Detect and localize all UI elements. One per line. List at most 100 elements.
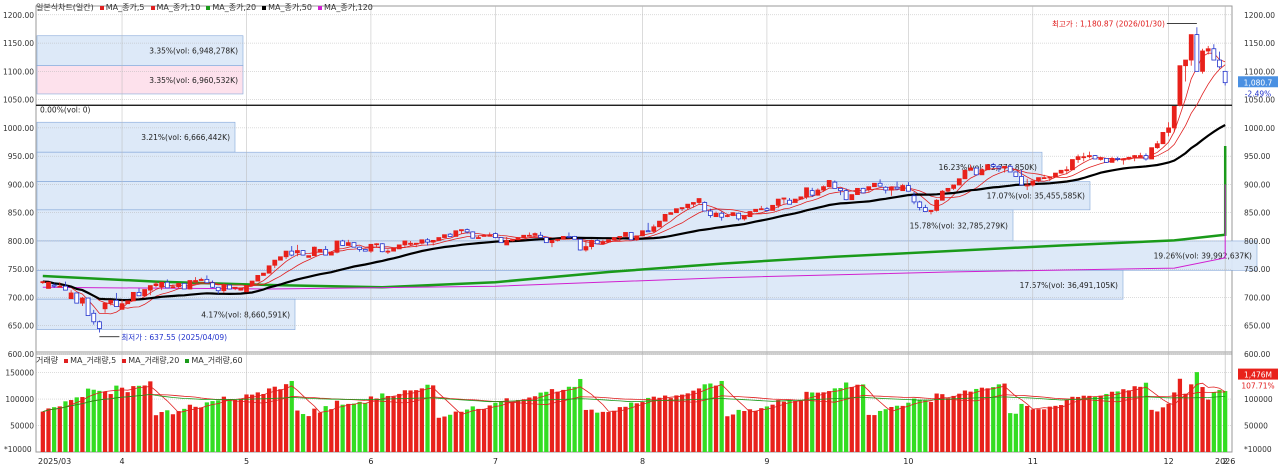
candle-body [419, 239, 425, 244]
price-tick-label-right: 700.00 [1244, 293, 1270, 302]
volume-bar [470, 406, 475, 452]
volume-bar [498, 401, 504, 452]
candle-body [973, 167, 979, 176]
volume-bar [464, 409, 470, 452]
candle-body [651, 226, 657, 232]
volume-bar [46, 408, 51, 452]
volume-bar [515, 400, 521, 452]
volume-bar [544, 391, 549, 452]
volume-bar [119, 387, 125, 452]
volume-bar [385, 395, 391, 452]
candle-body [396, 244, 402, 250]
candle-body [640, 230, 645, 237]
candle-body [113, 299, 119, 307]
volume-bar [255, 392, 260, 452]
volume-bar [63, 401, 68, 452]
volume-bar [136, 385, 142, 452]
candle-body [1188, 34, 1194, 61]
volume-bar [1194, 372, 1200, 452]
candle-body [136, 291, 142, 297]
candle-body [317, 249, 323, 253]
volume-bar [1058, 405, 1064, 452]
volume-bar [193, 406, 198, 452]
candle-body [1087, 155, 1092, 158]
volume-bar [1109, 391, 1115, 452]
candle-body [838, 187, 843, 192]
volume-bar [600, 411, 606, 452]
volume-bar [991, 387, 996, 452]
volume-bar [617, 407, 622, 452]
volume-bar [736, 409, 741, 452]
candle-body [1019, 176, 1024, 186]
volume-bar [102, 391, 108, 452]
high-annotation: 최고가 : 1,180.87 (2026/01/30) [1052, 19, 1165, 29]
candle-body [634, 235, 640, 241]
candle-body [46, 281, 51, 289]
volume-bar [934, 393, 939, 452]
candle-body [1047, 176, 1053, 179]
candle-body [719, 212, 725, 218]
volume-bar [657, 397, 662, 452]
candle-body [1070, 159, 1075, 171]
volume-bar [1155, 411, 1160, 452]
volume-bar [227, 399, 232, 452]
candle-body [849, 194, 855, 201]
candle-body [747, 211, 753, 218]
volume-tick-label-right: 50000 [1244, 422, 1268, 431]
candle-body [809, 190, 815, 196]
volume-bar [210, 401, 215, 452]
volume-bar [832, 388, 837, 452]
candle-body [340, 240, 346, 246]
volume-bar [481, 409, 487, 452]
candle-body [300, 250, 306, 256]
candle-body [1081, 156, 1087, 159]
volume-bar [589, 409, 594, 452]
candle-body [1183, 59, 1188, 67]
ma-line-ma20_smooth [42, 146, 1227, 289]
volume-bar [759, 408, 764, 452]
volume-bar [923, 400, 928, 452]
volume-bar [442, 416, 447, 452]
candle-body [668, 212, 674, 215]
volume-tick-label: 100000 [5, 395, 34, 404]
candle-body [917, 201, 923, 208]
volume-bar [900, 405, 905, 452]
volume-bar [815, 392, 820, 452]
candle-body [108, 299, 114, 304]
volume-bar [312, 408, 317, 452]
legend-swatch [185, 358, 190, 363]
candle-body [1211, 48, 1217, 61]
candle-body [1053, 172, 1058, 178]
legend-ma20: MA_종가,20 [212, 3, 257, 12]
volume-bar [844, 382, 849, 452]
volume-bar [91, 389, 96, 452]
volume-bar [781, 401, 787, 452]
volume-bar [182, 408, 187, 452]
volume-bar [911, 398, 917, 452]
volume-profile-bar [36, 121, 236, 153]
volume-bar [753, 410, 758, 452]
volume-bar [351, 403, 357, 452]
volume-bar [165, 410, 170, 452]
candle-body [549, 239, 555, 244]
volume-bar [566, 386, 572, 452]
candle-body [215, 286, 221, 292]
candle-body [543, 237, 549, 244]
x-tick-label: 7 [493, 457, 498, 466]
volume-bar [323, 406, 328, 452]
candle-body [956, 178, 962, 186]
price-tick-label-right: 1000.00 [1244, 124, 1275, 133]
legend-swatch [99, 5, 104, 10]
candle-body [80, 297, 85, 304]
volume-bar [108, 394, 113, 452]
volume-bar [940, 394, 945, 452]
volume-bar [549, 389, 555, 452]
volume-bar [402, 390, 408, 452]
candle-body [68, 292, 74, 300]
volume-bar [640, 402, 645, 452]
ma-line-ma50 [42, 124, 1226, 302]
candle-body [1132, 155, 1138, 158]
volume-bar [883, 409, 888, 452]
